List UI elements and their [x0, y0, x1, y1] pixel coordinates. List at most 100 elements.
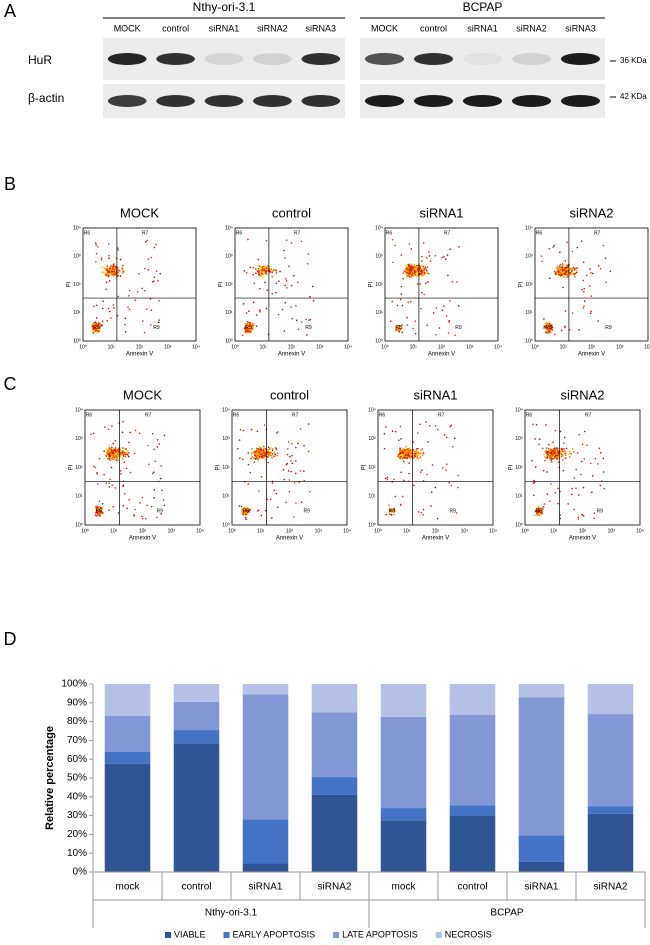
flow-dot [142, 320, 144, 322]
flow-dot [123, 271, 125, 273]
flow-dot [548, 452, 550, 454]
flow-dot [262, 276, 264, 278]
flow-dot [422, 273, 424, 275]
flow-dot [569, 272, 571, 274]
flow-dot [115, 447, 117, 449]
flow-dot [412, 328, 414, 330]
flow-dot [264, 274, 266, 276]
flow-dot [151, 309, 153, 311]
flow-dot [276, 282, 278, 284]
flow-dot [566, 448, 568, 450]
flow-dot [109, 456, 111, 458]
flow-dot [113, 304, 115, 306]
flow-dot [559, 265, 561, 267]
flow-dot [243, 303, 245, 305]
flow-dot [555, 492, 557, 494]
flow-dot [308, 253, 310, 255]
flow-dot [267, 451, 269, 453]
flow-dot [108, 255, 110, 257]
y-tick-label: 10⁴ [75, 407, 83, 413]
flow-dot [560, 264, 562, 266]
y-axis-label: PI [216, 464, 222, 470]
y-tick-label: 70% [67, 735, 87, 746]
flow-dot [421, 469, 423, 471]
flow-dot [402, 449, 404, 451]
region-label: R9 [157, 509, 164, 515]
lane-label: MOCK [114, 23, 141, 33]
flow-dot [421, 265, 423, 267]
flow-dot [107, 268, 109, 270]
y-tick-label: 10⁴ [375, 225, 383, 231]
flow-dot [250, 472, 252, 474]
flow-dot [424, 266, 426, 268]
plot-frame [378, 410, 493, 525]
flow-dot [443, 305, 445, 307]
blot-band [205, 95, 244, 107]
flow-dot [413, 271, 415, 273]
flow-dot [549, 322, 551, 324]
flow-dot [555, 452, 557, 454]
flow-dot [266, 240, 268, 242]
flow-dot [404, 452, 406, 454]
flow-dot [550, 449, 552, 451]
flow-dot [415, 333, 417, 335]
flow-dot [101, 259, 103, 261]
bar-segment [105, 752, 151, 764]
flow-dot [427, 441, 429, 443]
flow-dot [417, 432, 419, 434]
y-tick-label: 10³ [73, 254, 81, 260]
flow-dot [426, 257, 428, 259]
flow-dot [565, 260, 567, 262]
flow-dot [586, 445, 588, 447]
bar-segment [174, 684, 220, 702]
flow-dot [109, 458, 111, 460]
flow-dot [101, 325, 103, 327]
region-label: R8 [395, 325, 402, 331]
flow-dot [586, 275, 588, 277]
flow-dot [448, 332, 450, 334]
flow-dot [576, 272, 578, 274]
flow-dot [400, 293, 402, 295]
x-tick-label: 10³ [168, 528, 176, 534]
x-tick-label: 10⁴ [489, 528, 497, 534]
lane-label: siRNA2 [257, 23, 288, 33]
flow-dot [267, 462, 269, 464]
flow-dot [115, 266, 117, 268]
flow-dot [264, 453, 266, 455]
lane-label: siRNA1 [467, 23, 498, 33]
x-axis-label: Annexin V [126, 352, 153, 358]
flow-dot [284, 330, 286, 332]
flow-dot [295, 460, 297, 462]
flow-dot [552, 441, 554, 443]
flow-dot [142, 518, 144, 520]
y-axis-label: PI [69, 464, 75, 470]
flow-dot [581, 289, 583, 291]
flow-dot [420, 308, 422, 310]
x-tick-label: mock [116, 882, 141, 893]
flow-dot [571, 488, 573, 490]
flow-dot [290, 306, 292, 308]
bar-segment [243, 694, 289, 819]
bar-segment [450, 715, 496, 805]
flow-dot [111, 467, 113, 469]
x-tick-label: 10² [139, 528, 147, 534]
y-tick-label: 10² [368, 465, 376, 471]
flow-dot [103, 271, 105, 273]
y-tick-label: 0% [73, 867, 88, 878]
blot-band [301, 53, 340, 65]
flow-dot [400, 459, 402, 461]
bar-segment [381, 808, 427, 820]
flow-dot [239, 439, 241, 441]
flow-dot [417, 283, 419, 285]
x-tick-label: 10³ [461, 528, 469, 534]
region-label: R8 [389, 509, 396, 515]
x-tick-label: siRNA2 [594, 882, 628, 893]
flow-dot [104, 268, 106, 270]
flow-dot [559, 251, 561, 253]
flow-dot [589, 268, 591, 270]
y-tick-label: 10⁴ [368, 407, 376, 413]
flow-dot [565, 454, 567, 456]
flow-dot [554, 273, 556, 275]
x-tick-label: siRNA2 [318, 882, 352, 893]
flow-dot [581, 240, 583, 242]
